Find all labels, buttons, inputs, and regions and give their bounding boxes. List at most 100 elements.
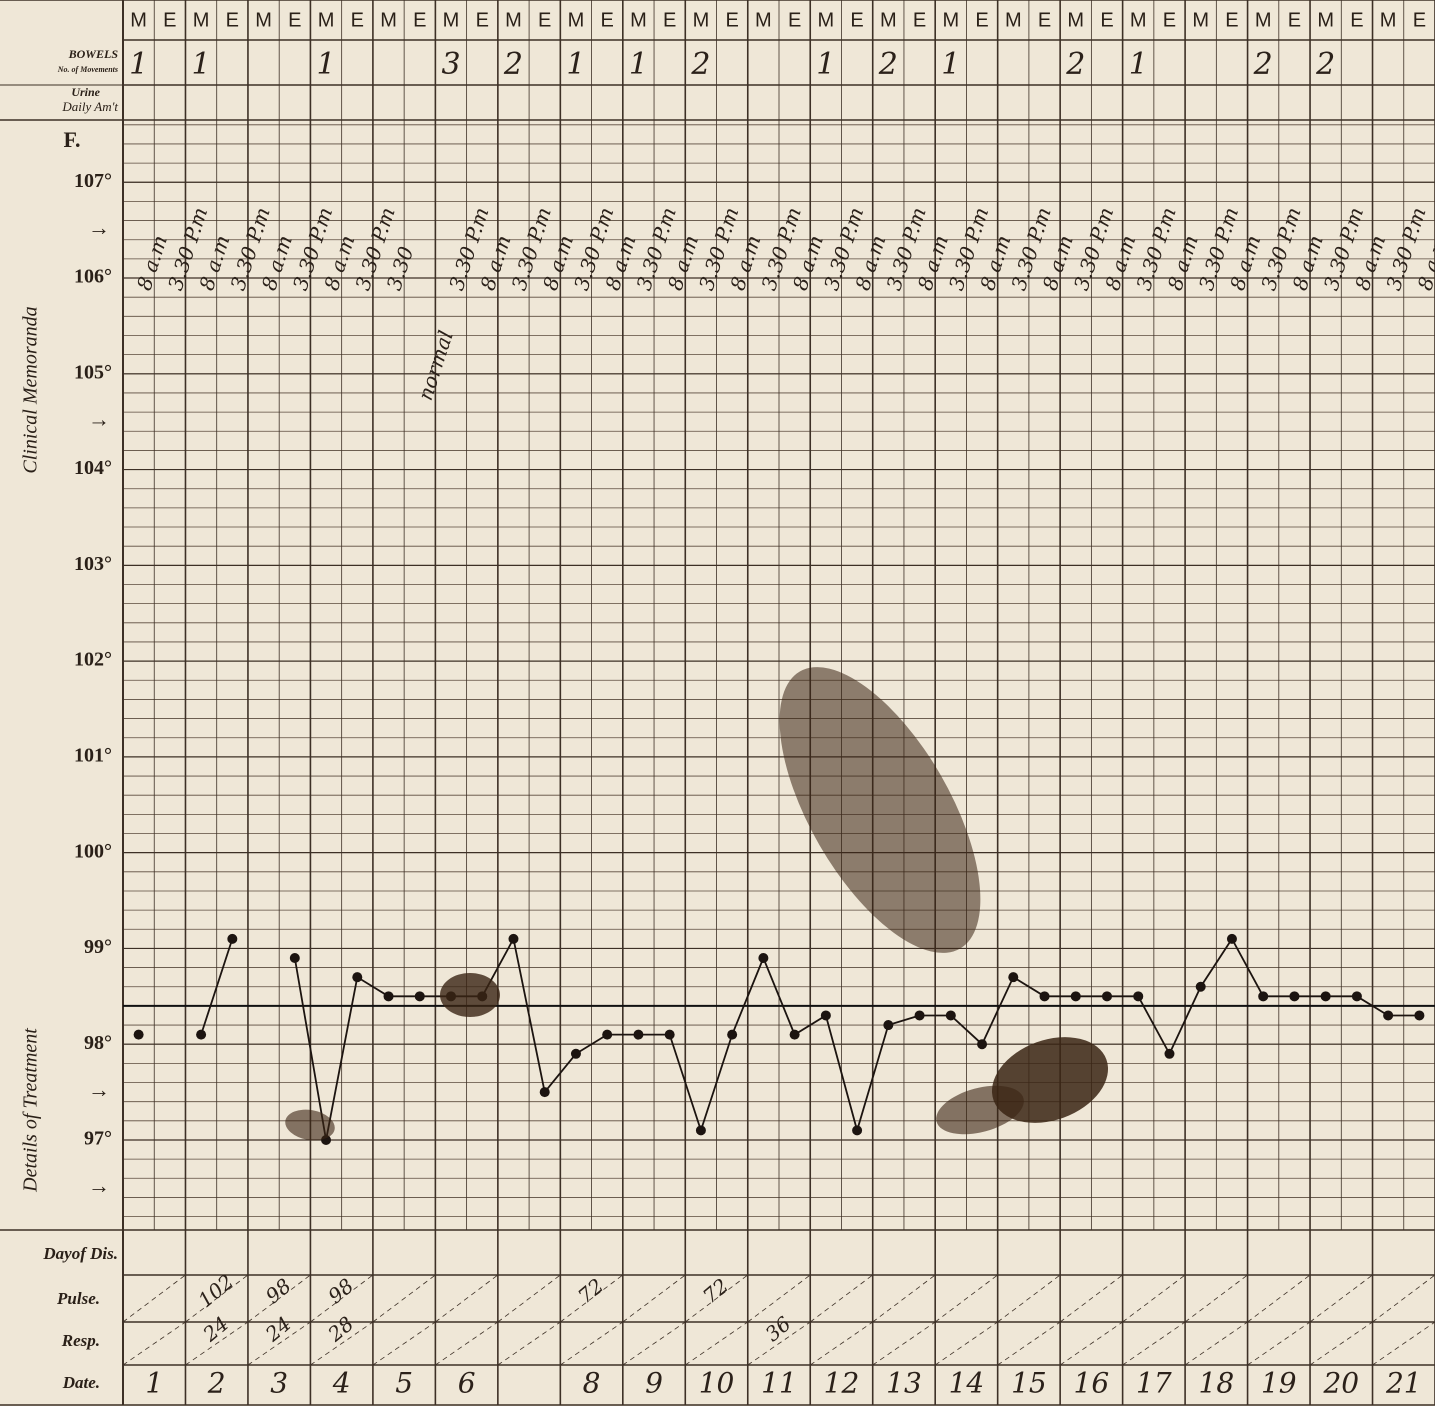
y-tick-label: 104° [74, 457, 112, 479]
movements-label: No. of Movements [57, 65, 118, 74]
shift-label: M [443, 9, 460, 31]
temperature-point [602, 1030, 612, 1040]
bowel-count: 3 [441, 47, 460, 82]
date-value: 2 [207, 1367, 226, 1400]
shift-label: M [693, 9, 710, 31]
temperature-point [915, 1010, 925, 1020]
temperature-point [1040, 991, 1050, 1001]
shift-label: M [255, 9, 272, 31]
bowel-count: 2 [690, 47, 710, 82]
urine-label: Urine [71, 85, 100, 99]
date-value: 21 [1385, 1367, 1422, 1400]
bowel-count: 2 [503, 47, 523, 82]
temperature-point [1008, 972, 1018, 982]
temperature-point [1164, 1049, 1174, 1059]
y-tick-label: 100° [74, 840, 112, 862]
temperature-point [946, 1010, 956, 1020]
shift-label: M [568, 9, 585, 31]
temperature-point [1071, 991, 1081, 1001]
shift-label: M [380, 9, 397, 31]
shift-label: E [1350, 9, 1363, 31]
temperature-point [1414, 1010, 1424, 1020]
y-tick-label: 99° [84, 936, 112, 958]
temperature-point [1383, 1010, 1393, 1020]
date-value: 4 [332, 1367, 351, 1400]
temperature-point [1133, 991, 1143, 1001]
temperature-point [352, 972, 362, 982]
date-value: 16 [1074, 1367, 1110, 1400]
date-label: Date. [62, 1373, 100, 1392]
shift-label: M [1192, 9, 1209, 31]
scale-unit: F. [64, 127, 81, 152]
bowel-count: 1 [629, 47, 648, 82]
date-value: 13 [886, 1367, 922, 1400]
shift-label: M [1317, 9, 1334, 31]
temperature-point [1258, 991, 1268, 1001]
shift-label: E [975, 9, 988, 31]
temperature-point [696, 1125, 706, 1135]
y-tick-label: 103° [74, 553, 112, 575]
temperature-point [540, 1087, 550, 1097]
bowel-count: 1 [1129, 47, 1148, 82]
bowel-count: 1 [816, 47, 835, 82]
temperature-point [821, 1010, 831, 1020]
shift-label: E [1038, 9, 1051, 31]
temperature-point [196, 1030, 206, 1040]
temperature-point [727, 1030, 737, 1040]
temperature-point [227, 934, 237, 944]
bowel-count: 1 [192, 47, 211, 82]
bowel-count: 2 [1065, 47, 1085, 82]
date-value: 3 [270, 1367, 288, 1400]
shift-label: E [1288, 9, 1301, 31]
y-tick-label: 107° [74, 170, 112, 192]
date-value: 12 [824, 1367, 860, 1400]
shift-label: E [163, 9, 176, 31]
shift-label: M [818, 9, 835, 31]
y-tick-label: 101° [74, 744, 112, 766]
temperature-point [571, 1049, 581, 1059]
shift-label: M [942, 9, 959, 31]
shift-label: E [850, 9, 863, 31]
shift-label: E [226, 9, 239, 31]
temperature-point [1352, 991, 1362, 1001]
temperature-point [977, 1039, 987, 1049]
temperature-point [852, 1125, 862, 1135]
scale-arrow: → [88, 1173, 110, 1198]
y-tick-label: 97° [84, 1128, 112, 1150]
shift-label: M [130, 9, 147, 31]
bowel-count: 1 [317, 47, 336, 82]
shift-label: E [913, 9, 926, 31]
shift-label: M [1130, 9, 1147, 31]
shift-label: E [1163, 9, 1176, 31]
scale-arrow: → [88, 407, 110, 432]
shift-label: E [1413, 9, 1426, 31]
clinical-label: Clinical Memoranda [20, 306, 42, 473]
shift-label: M [1255, 9, 1272, 31]
shift-label: E [663, 9, 676, 31]
date-value: 10 [699, 1367, 735, 1400]
y-tick-label: 102° [74, 649, 112, 671]
date-value: 14 [949, 1367, 985, 1400]
date-value: 17 [1136, 1367, 1172, 1400]
bowel-count: 2 [1253, 47, 1273, 82]
date-value: 18 [1199, 1367, 1235, 1400]
shift-label: E [351, 9, 364, 31]
temperature-point [1102, 991, 1112, 1001]
temperature-point [134, 1030, 144, 1040]
treatment-label: Details of Treatment [20, 1028, 42, 1193]
shift-label: E [1100, 9, 1113, 31]
date-value: 1 [145, 1367, 163, 1400]
shift-label: M [193, 9, 210, 31]
shift-label: E [725, 9, 738, 31]
page: BOWELS No. of Movements Urine Daily Am't… [0, 0, 1435, 1406]
shift-label: M [505, 9, 522, 31]
date-value: 9 [645, 1367, 663, 1400]
date-value: 19 [1261, 1367, 1297, 1400]
date-value: 6 [458, 1367, 476, 1400]
shift-label: E [538, 9, 551, 31]
date-value: 11 [761, 1367, 797, 1400]
temperature-point [384, 991, 394, 1001]
temperature-point [758, 953, 768, 963]
bowel-count: 1 [129, 47, 148, 82]
shift-label: E [601, 9, 614, 31]
